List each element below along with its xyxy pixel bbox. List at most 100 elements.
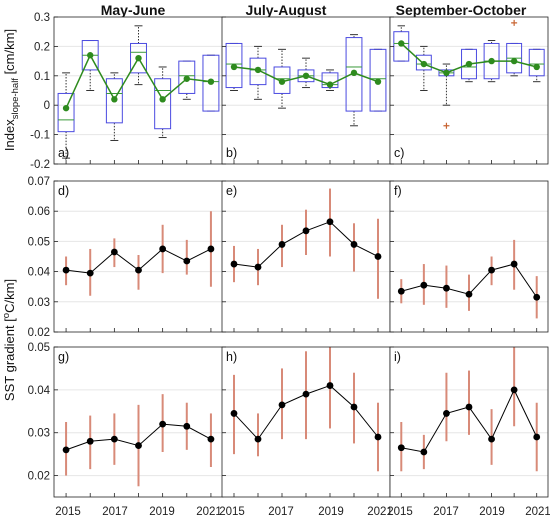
x-tick-label-2017: 2017 xyxy=(102,506,128,518)
data-point xyxy=(278,241,286,248)
mean-point xyxy=(420,60,428,68)
mean-point xyxy=(510,57,518,65)
y-tick-label: -0.2 xyxy=(30,159,50,171)
y-tick-label: 0.2 xyxy=(34,41,50,53)
data-point xyxy=(465,290,473,298)
box-iqr xyxy=(461,48,477,80)
data-point xyxy=(510,260,518,268)
data-point xyxy=(397,444,405,452)
x-tick-label-2021: 2021 xyxy=(367,506,393,518)
mean-point xyxy=(230,63,238,71)
data-point xyxy=(183,257,191,265)
plot-area xyxy=(222,17,390,164)
data-point xyxy=(420,448,428,456)
mean-point xyxy=(135,54,142,62)
mean-point xyxy=(62,104,70,112)
data-point xyxy=(302,227,310,235)
data-point xyxy=(135,442,142,449)
data-point xyxy=(278,401,286,409)
panel-g: 0.02 0.03 0.04 0.05 g) xyxy=(28,342,224,498)
data-point xyxy=(183,422,191,430)
mean-point xyxy=(183,75,190,82)
panel-d: 0.02 0.03 0.04 0.05 0.06 0.07 d) xyxy=(28,176,224,339)
mean-point xyxy=(350,69,358,77)
x-tick-label-2015: 2015 xyxy=(387,506,413,518)
panel-label: a) xyxy=(58,146,69,160)
data-point xyxy=(302,390,310,398)
data-point xyxy=(230,410,238,417)
data-point xyxy=(254,263,262,271)
mean-point xyxy=(465,60,473,68)
panel-label: e) xyxy=(226,184,237,198)
panel-e: e) xyxy=(221,180,391,333)
data-point xyxy=(207,245,215,253)
panel-content xyxy=(225,34,387,127)
y-tick-label: 0.06 xyxy=(28,206,50,218)
x-tick-label-2015: 2015 xyxy=(55,506,81,518)
y-tick-label: 0.05 xyxy=(28,342,50,354)
data-point xyxy=(86,437,94,445)
panel-label: f) xyxy=(394,184,402,198)
data-point xyxy=(533,433,541,441)
panel-content xyxy=(62,394,215,487)
box-iqr xyxy=(130,42,147,74)
mean-point xyxy=(488,57,495,65)
panel-label: b) xyxy=(226,146,237,160)
x-tick-label-2017: 2017 xyxy=(268,506,294,518)
data-point xyxy=(62,266,70,274)
y-tick-label: 0.03 xyxy=(28,297,50,309)
data-point xyxy=(159,420,167,428)
mean-point xyxy=(254,66,262,74)
data-point xyxy=(207,435,215,443)
panel-content xyxy=(397,239,541,319)
y-tick-label: 0.05 xyxy=(28,236,50,248)
panel-content xyxy=(397,347,541,472)
column-title-may-june: May-June xyxy=(101,2,166,18)
mean-point xyxy=(443,69,450,77)
data-point xyxy=(420,281,428,289)
panel-label: g) xyxy=(58,350,69,364)
plot-area xyxy=(390,17,548,164)
data-point xyxy=(62,446,70,454)
panel-label: h) xyxy=(226,350,237,364)
box-iqr xyxy=(225,42,243,89)
panel-content xyxy=(393,19,545,129)
data-point xyxy=(397,287,405,295)
data-point xyxy=(443,410,450,417)
panel-label: c) xyxy=(394,146,404,160)
y-tick-label: 0.04 xyxy=(28,267,51,279)
x-tick-label-2021: 2021 xyxy=(525,506,550,518)
y-tick-label: -0.1 xyxy=(30,130,50,142)
data-point xyxy=(374,433,382,441)
box-iqr xyxy=(249,57,267,86)
y-axis-label-index: Indexslope-half [cm/km] xyxy=(2,29,21,151)
box-iqr xyxy=(57,92,75,133)
panel-content xyxy=(230,188,382,299)
x-tick-label-2019: 2019 xyxy=(318,506,344,518)
y-tick-label: 0.03 xyxy=(28,428,50,440)
data-point xyxy=(533,293,541,301)
data-point xyxy=(465,403,473,411)
mean-point xyxy=(111,96,118,103)
data-point xyxy=(510,386,518,394)
plot-area xyxy=(222,181,390,332)
box-iqr xyxy=(202,54,220,112)
box-iqr xyxy=(178,60,196,94)
outlier-marker xyxy=(443,122,450,129)
data-point xyxy=(135,266,142,274)
mean-point xyxy=(302,72,310,80)
y-tick-label: 0.02 xyxy=(28,471,50,483)
x-tick-label-2021: 2021 xyxy=(196,506,222,518)
y-tick-label: 0.1 xyxy=(34,71,50,83)
panel-content xyxy=(57,25,220,159)
y-tick-label: 0 xyxy=(44,100,50,112)
mean-point xyxy=(87,52,94,59)
data-point xyxy=(230,260,238,268)
panel-a: -0.2 -0.1 0 0.1 0.2 0.3 a) xyxy=(30,12,224,171)
data-point xyxy=(326,382,334,389)
data-point xyxy=(110,435,118,443)
box-iqr xyxy=(528,48,545,77)
box-iqr xyxy=(369,48,387,112)
box-iqr xyxy=(105,78,123,124)
